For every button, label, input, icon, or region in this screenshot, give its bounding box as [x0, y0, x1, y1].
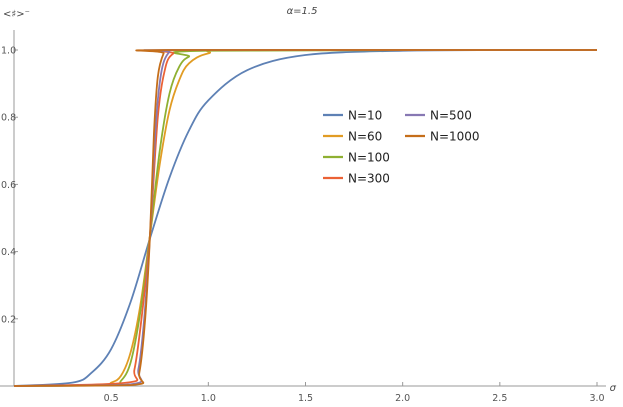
- legend-label: N=1000: [430, 130, 480, 144]
- x-tick-label: 2.0: [395, 393, 410, 404]
- legend-label: N=10: [348, 109, 382, 123]
- chart-title: α=1.5: [287, 6, 318, 17]
- x-tick-label: 1.0: [201, 393, 216, 404]
- x-tick-label: 0.5: [104, 393, 119, 404]
- y-tick-label: 0.4: [1, 247, 16, 258]
- series-line-n-500: [13, 49, 597, 387]
- series-line-n-100: [13, 49, 598, 387]
- x-tick-label: 3.0: [589, 393, 604, 404]
- x-axis-label: σ: [610, 383, 617, 394]
- axes: 0.5 1.0 1.5 2.0 2.5 3.0 0.2 0.4 0.6 0.8 1.0: [0, 30, 606, 404]
- x-tick-label: 1.5: [298, 393, 313, 404]
- series-line-n-300: [13, 49, 597, 387]
- legend: N=10 N=60 N=100 N=300 N=500 N=1000: [323, 109, 480, 186]
- legend-label: N=100: [348, 151, 390, 165]
- series-layer: [13, 49, 598, 387]
- y-tick-label: 0.8: [1, 113, 16, 124]
- legend-label: N=300: [348, 172, 390, 186]
- legend-label: N=500: [430, 109, 472, 123]
- series-line-n-10: [13, 49, 597, 387]
- y-tick-label: 1.0: [1, 46, 16, 57]
- legend-label: N=60: [348, 130, 382, 144]
- y-axis-label: <♯>⁻: [3, 9, 30, 20]
- y-tick-label: 0.2: [1, 314, 16, 325]
- series-line-n-60: [13, 49, 597, 387]
- x-tick-label: 2.5: [492, 393, 507, 404]
- y-tick-label: 0.6: [1, 180, 16, 191]
- series-line-n-1000: [13, 49, 597, 387]
